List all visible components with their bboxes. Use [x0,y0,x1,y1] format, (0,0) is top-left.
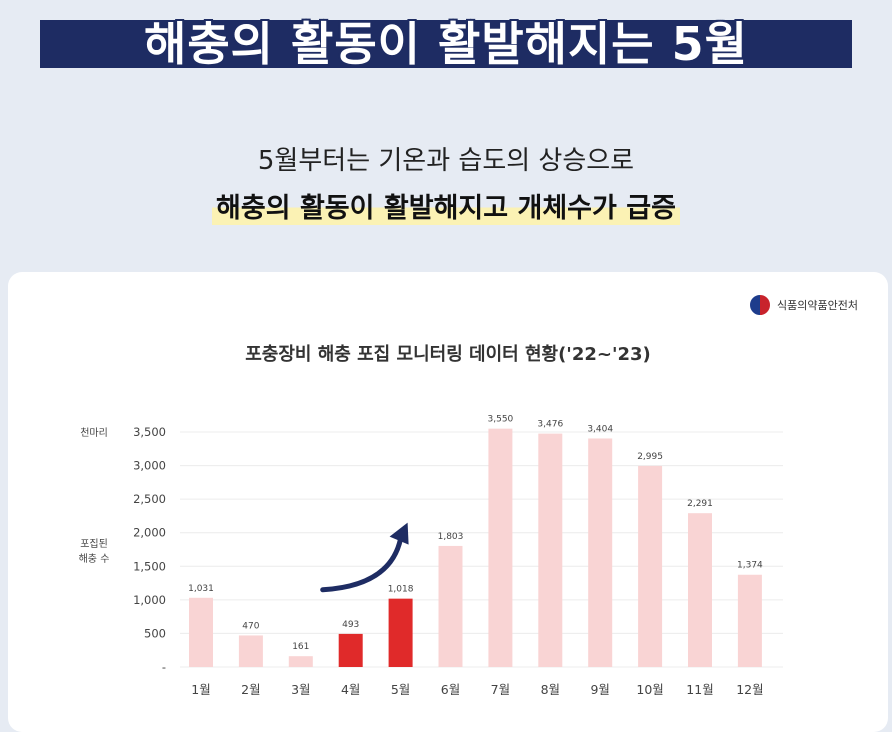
data-label: 1,031 [188,584,214,594]
y-tick-label: - [162,660,166,674]
data-label: 161 [292,642,309,652]
y-tick-label: 1,500 [133,559,166,573]
data-label: 2,995 [637,452,663,462]
data-label: 1,018 [388,585,414,595]
y-tick-label: 3,000 [133,459,166,473]
banner-title: 해충의 활동이 활발해지는 5월 [144,17,748,71]
x-tick-label: 4월 [341,682,360,697]
x-tick-label: 1월 [191,682,210,697]
data-label: 1,374 [737,561,763,571]
source-label: 식품의약품안전처 [777,299,858,312]
x-tick-label: 9월 [590,682,609,697]
x-tick-label: 11월 [686,682,713,697]
x-tick-label: 3월 [291,682,310,697]
y-tick-label: 2,000 [133,526,166,540]
bar-3월 [288,656,313,667]
y-axis-label: 포집된 해충 수 [79,538,110,565]
data-label: 1,803 [438,532,464,542]
data-label: 493 [342,620,359,630]
banner-background [40,20,852,68]
bar-9월 [588,438,613,667]
bar-11월 [688,513,712,667]
data-label: 3,550 [488,415,514,425]
bar-chart: - 500 1,000 1,500 2,000 2,500 3,000 3,500 천마리포집된… [79,415,783,697]
bar-1월 [189,597,213,667]
data-label: 2,291 [687,499,713,509]
bar-4월 [338,633,363,667]
y-tick-label: 3,500 [133,425,166,439]
bar-7월 [488,428,513,667]
banner: 해충의 활동이 활발해지는 5월 [40,6,852,76]
y-tick-label: 2,500 [133,492,166,506]
chart-card: 식품의약품안전처 포충장비 해충 포집 모니터링 데이터 현황('22~'23)… [8,272,888,732]
bar-6월 [438,545,463,667]
bar-10월 [638,465,663,667]
bar-2월 [238,635,263,667]
bar-12월 [737,574,762,667]
data-label: 3,404 [587,424,613,434]
y-tick-label: 500 [144,626,166,640]
data-label: 3,476 [537,420,563,430]
x-tick-label: 10월 [636,682,663,697]
x-tick-label: 12월 [736,682,763,697]
source-credit: 식품의약품안전처 [749,294,858,316]
y-axis-unit-label: 천마리 [80,427,108,439]
x-tick-label: 7월 [491,682,510,697]
x-tick-label: 6월 [441,682,460,697]
bar-8월 [538,433,563,667]
y-tick-label: 1,000 [133,593,166,607]
rising-arrow-icon [320,536,404,593]
x-tick-label: 5월 [391,682,410,697]
government-emblem-icon [749,294,772,316]
x-tick-label: 2월 [241,682,260,697]
subtitle-line-2-wrap: 해충의 활동이 활발해지고 개체수가 급증 [0,186,892,225]
subtitle-line-2: 해충의 활동이 활발해지고 개체수가 급증 [212,186,680,225]
rising-arrow-head [389,522,409,545]
chart-title: 포충장비 해충 포집 모니터링 데이터 현황('22~'23) [245,344,651,365]
data-label: 470 [242,621,259,631]
x-tick-label: 8월 [541,682,560,697]
bar-5월 [388,598,413,667]
subtitle-line-1: 5월부터는 기온과 습도의 상승으로 [257,146,635,176]
